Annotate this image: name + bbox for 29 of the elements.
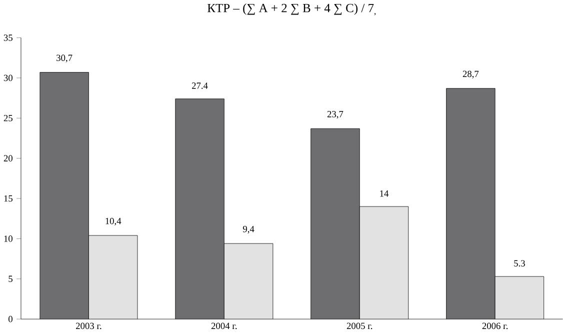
data-label: 10,4 (106, 218, 122, 226)
y-tick-label: 35 (4, 34, 12, 42)
data-label: 14 (380, 190, 389, 197)
bar (310, 128, 360, 320)
x-tick-label: 2006 г. (482, 322, 508, 330)
x-tick-label: 2005 г. (346, 322, 372, 330)
data-label: 23,7 (327, 111, 344, 119)
bar (40, 72, 89, 320)
data-label: 9,4 (242, 226, 254, 234)
x-tick-label: 2004 г. (211, 322, 237, 330)
bar (446, 88, 496, 320)
bar (175, 99, 224, 320)
y-tick-label: 5 (8, 276, 12, 282)
y-tick-label: 0 (8, 316, 12, 322)
data-label: 28,7 (462, 70, 479, 79)
y-tick-label: 30 (4, 74, 12, 82)
x-tick-label: 2003 г. (76, 322, 102, 330)
y-tick-label: 25 (4, 115, 12, 122)
y-tick-label: 20 (4, 155, 12, 162)
bar (224, 244, 273, 320)
y-tick-label: 10 (4, 236, 12, 242)
chart-title: КТР – (∑ А + 2 ∑ В + 4 ∑ С) / 7$_{,}$ (207, 4, 376, 16)
y-tick-label: 15 (4, 196, 12, 202)
bar (360, 206, 408, 320)
data-label: 5.3 (514, 260, 525, 267)
data-label: 27.4 (192, 82, 208, 90)
bar (88, 236, 138, 320)
data-label: 30,7 (56, 54, 72, 63)
bar (494, 276, 544, 320)
